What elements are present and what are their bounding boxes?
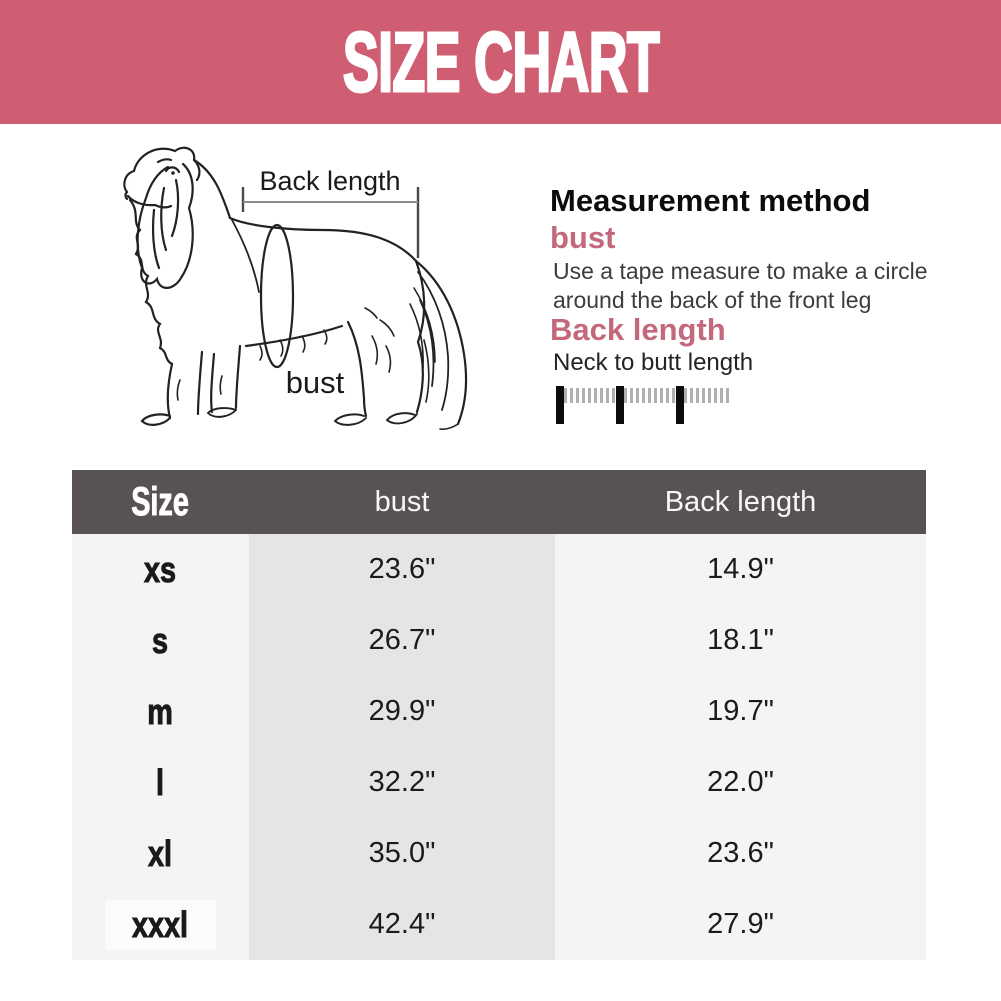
- bust-ellipse: [259, 223, 295, 369]
- size-cell: xs: [72, 534, 249, 605]
- bust-heading: bust: [550, 220, 616, 255]
- measurement-method-title: Measurement method: [550, 183, 871, 218]
- table-row: xl 35.0" 23.6": [72, 818, 926, 889]
- banner: SIZE CHART: [0, 0, 1001, 124]
- bust-cell: 42.4": [249, 889, 555, 960]
- back-length-cell: 22.0": [555, 747, 926, 818]
- back-length-description: Neck to butt length: [553, 349, 754, 376]
- table-row: s 26.7" 18.1": [72, 605, 926, 676]
- table-row: l 32.2" 22.0": [72, 747, 926, 818]
- bust-diagram-label: bust: [286, 365, 345, 400]
- highlight-box: xxxl: [105, 899, 216, 950]
- size-table: Size bust Back length xs 23.6" 14.9" s 2…: [72, 470, 926, 960]
- back-length-cell: 14.9": [555, 534, 926, 605]
- back-length-cell: 18.1": [555, 605, 926, 676]
- page-title: SIZE CHART: [341, 13, 660, 110]
- bust-description: Use a tape measure to make a circle arou…: [553, 257, 928, 315]
- dog-outline: [123, 146, 468, 430]
- dog-line-drawing: Back length bust: [123, 146, 468, 430]
- size-cell: xxxl: [72, 889, 249, 960]
- bust-description-line1: Use a tape measure to make a circle: [553, 258, 928, 284]
- table-row: xxxl 42.4" 27.9": [72, 889, 926, 960]
- bust-cell: 32.2": [249, 747, 555, 818]
- ruler-icon: [556, 386, 732, 424]
- bust-cell: 23.6": [249, 534, 555, 605]
- bust-cell: 29.9": [249, 676, 555, 747]
- size-cell: l: [72, 747, 249, 818]
- size-cell: m: [72, 676, 249, 747]
- table-row: xs 23.6" 14.9": [72, 534, 926, 605]
- size-cell: xl: [72, 818, 249, 889]
- column-header-bust: bust: [249, 470, 555, 534]
- column-header-size: Size: [72, 470, 249, 534]
- column-header-back-length: Back length: [555, 470, 926, 534]
- table-header-row: Size bust Back length: [72, 470, 926, 534]
- back-length-cell: 19.7": [555, 676, 926, 747]
- size-cell: s: [72, 605, 249, 676]
- bust-cell: 26.7": [249, 605, 555, 676]
- table-row: m 29.9" 19.7": [72, 676, 926, 747]
- back-length-cell: 23.6": [555, 818, 926, 889]
- back-length-diagram-label: Back length: [259, 166, 400, 196]
- bust-cell: 35.0": [249, 818, 555, 889]
- back-length-bracket: [241, 187, 420, 258]
- back-length-heading: Back length: [550, 312, 726, 347]
- back-length-cell: 27.9": [555, 889, 926, 960]
- bust-description-line2: around the back of the front leg: [553, 287, 872, 313]
